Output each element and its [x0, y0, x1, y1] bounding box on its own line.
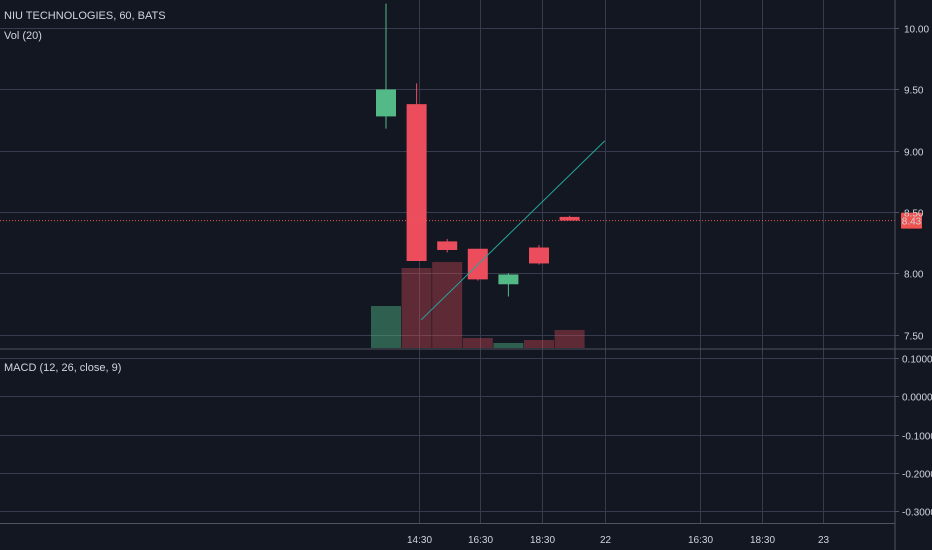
- volume-bar: [371, 306, 401, 348]
- price-tick-label: 10.00: [904, 25, 929, 36]
- time-tick-label: 23: [818, 535, 830, 546]
- macd-legend: MACD (12, 26, close, 9): [4, 362, 121, 374]
- time-tick-label: 18:30: [530, 535, 555, 546]
- last-price-line: 8.43: [0, 212, 922, 229]
- last-price-badge: [901, 212, 922, 229]
- time-tick-label: 22: [600, 535, 612, 546]
- candle-body: [559, 216, 580, 221]
- volume-bar: [524, 340, 554, 348]
- macd-tick-label: -0.3000: [902, 508, 932, 519]
- volume-bar: [493, 343, 524, 348]
- macd-tick-label: -0.2000: [902, 470, 932, 481]
- candle-body: [437, 241, 458, 250]
- grid-lines: [0, 0, 895, 523]
- volume-bar: [432, 262, 463, 348]
- candle-body: [406, 104, 427, 261]
- last-price-label: 8.43: [902, 217, 922, 228]
- volume-legend: Vol (20): [4, 30, 42, 42]
- volume-bar: [401, 268, 432, 348]
- candlesticks: [376, 3, 580, 297]
- time-tick-label: 14:30: [407, 535, 432, 546]
- price-tick-label: 8.00: [904, 270, 924, 281]
- candle-body: [529, 247, 549, 264]
- time-tick-label: 18:30: [750, 535, 775, 546]
- price-tick-label: 8.50: [904, 209, 924, 220]
- macd-tick-label: 0.1000: [902, 355, 932, 366]
- price-tick-label: 7.50: [904, 332, 924, 343]
- volume-bar: [554, 330, 585, 348]
- trendline[interactable]: [420, 140, 606, 321]
- trendline-segment[interactable]: [420, 140, 606, 321]
- price-tick-label: 9.00: [904, 148, 924, 159]
- macd-tick-label: 0.0000: [902, 393, 932, 404]
- chart-title: NIU TECHNOLOGIES, 60, BATS: [4, 10, 166, 22]
- price-tick-label: 9.50: [904, 86, 924, 97]
- volume-bars: [371, 262, 585, 348]
- time-tick-label: 16:30: [688, 535, 713, 546]
- macd-tick-label: -0.1000: [902, 432, 932, 443]
- time-tick-label: 16:30: [468, 535, 493, 546]
- candle-body: [498, 274, 519, 285]
- volume-bar: [462, 338, 493, 348]
- candle-body: [376, 89, 396, 117]
